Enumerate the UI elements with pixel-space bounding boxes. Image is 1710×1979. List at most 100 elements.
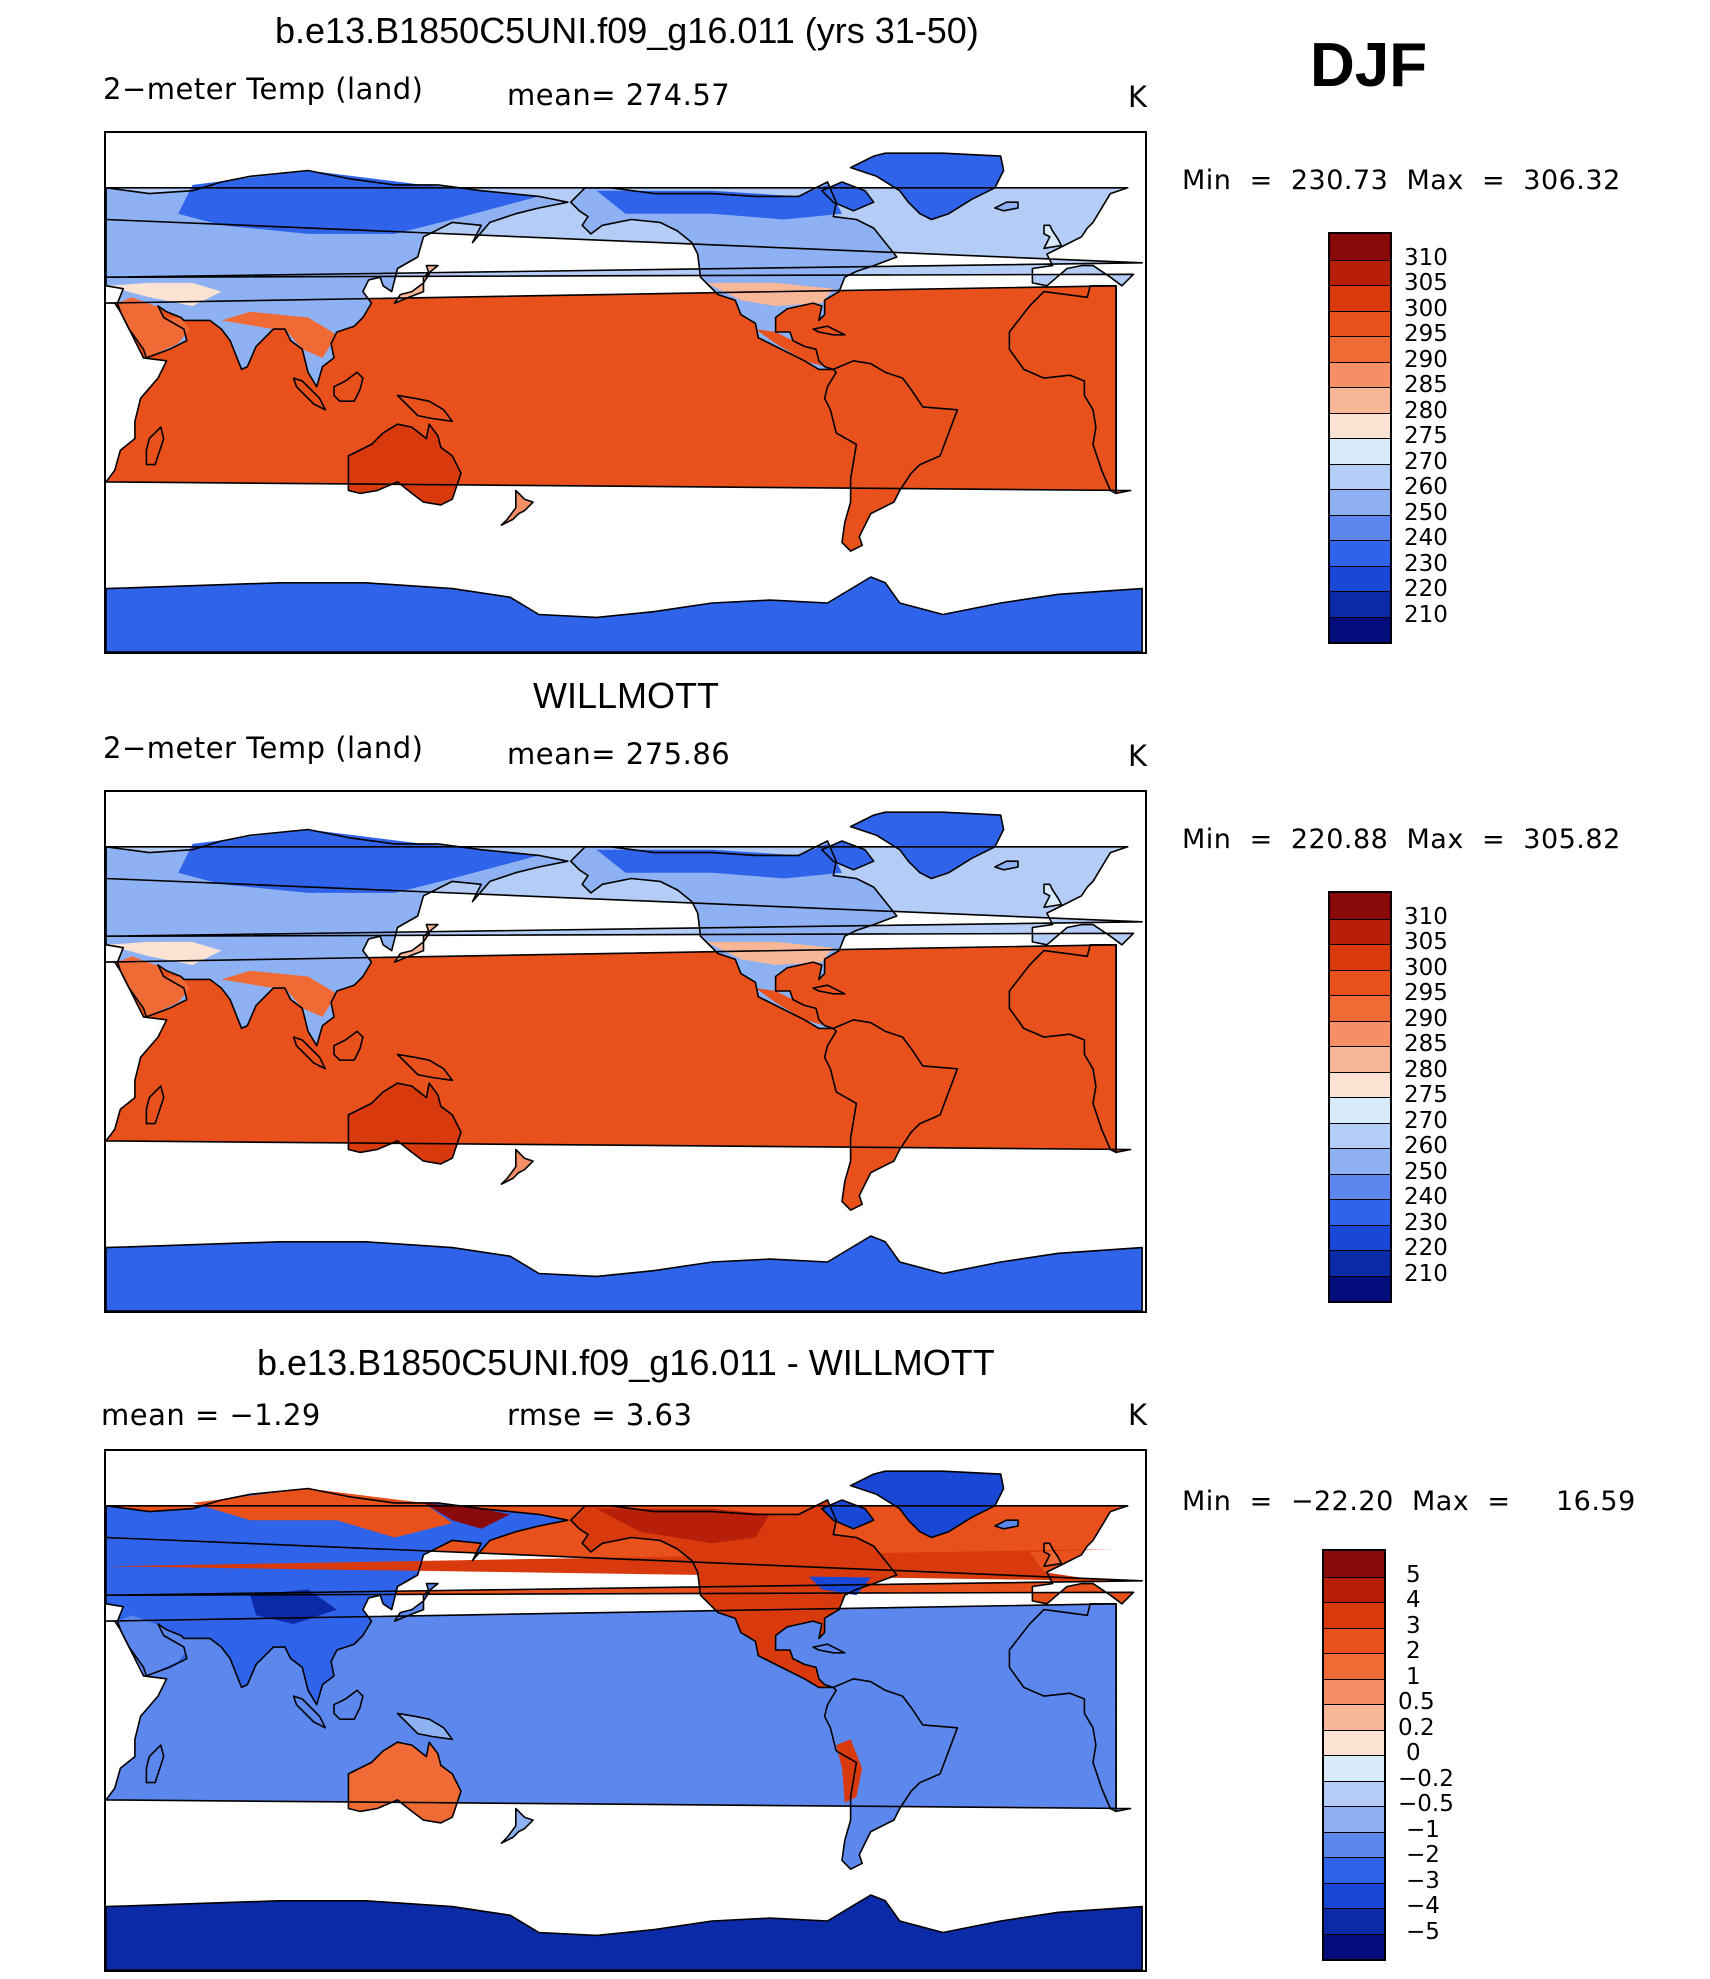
colorbar-tick-label: 0: [1406, 1740, 1421, 1766]
colorbar-tick-label: 300: [1404, 295, 1448, 322]
colorbar-tick-label: 1: [1406, 1663, 1421, 1690]
coastline-japan: [393, 264, 439, 304]
colorbar-tick-label: 4: [1406, 1587, 1421, 1613]
colorbar-tick-label: 280: [1404, 1056, 1448, 1083]
coastline-iceland: [994, 860, 1019, 871]
land-madagascar: [146, 1745, 164, 1783]
colorbar-tick-label: −0.5: [1398, 1791, 1454, 1817]
coastline-africaE: [1008, 1603, 1117, 1813]
coastline-borneo: [333, 1689, 364, 1720]
coastline-baffin: [821, 1499, 875, 1530]
colorbar-tick-label: 250: [1404, 499, 1448, 526]
colorbar-cell: [1330, 1224, 1390, 1250]
colorbar-cell: [1330, 944, 1390, 970]
land-sumatra: [293, 1696, 326, 1728]
colorbar-cell: [1330, 1275, 1390, 1301]
land-newguinea: [397, 395, 453, 422]
colorbar-cell: [1324, 1908, 1384, 1934]
colorbar-tick-label: 305: [1404, 929, 1448, 955]
land-cuba: [813, 1644, 845, 1653]
colorbar-tick-label: 295: [1404, 980, 1448, 1006]
season-label: DJF: [1310, 31, 1428, 100]
coastline-japan: [393, 923, 439, 963]
colorbar-cell: [1324, 1551, 1384, 1577]
coastline-madagascar: [145, 426, 165, 466]
colorbar-cell: [1330, 514, 1390, 540]
coastline-greenland: [849, 1470, 1005, 1539]
colorbar-tick-label: 230: [1404, 1209, 1448, 1236]
colorbar-tick-label: 260: [1404, 1133, 1448, 1159]
colorbar-cell: [1330, 310, 1390, 336]
coastline-europe: [106, 846, 1143, 946]
colorbar-cell: [1330, 1020, 1390, 1046]
panel-1-map: [104, 131, 1147, 654]
colorbar-tick-label: 220: [1404, 576, 1448, 602]
colorbar-tick-label: 270: [1404, 448, 1448, 475]
land-antarctica: [106, 577, 1143, 652]
coastline-eurasia: [106, 169, 569, 388]
colorbar-tick-label: 310: [1404, 244, 1448, 271]
coastline-australia: [347, 1741, 462, 1824]
land-samerica: [824, 1019, 958, 1211]
colorbar-cell: [1330, 234, 1390, 260]
colorbar-tick-label: 210: [1404, 601, 1448, 628]
land-borneo: [334, 1031, 363, 1061]
coastline-namerica: [569, 1499, 898, 1689]
coastline-australia: [347, 1082, 462, 1165]
panel-3-rmse-label: rmse = 3.63: [507, 1398, 693, 1432]
land-cuba: [813, 985, 845, 994]
colorbar-tick-label: 300: [1404, 954, 1448, 981]
coastline-australia: [347, 423, 462, 506]
land-sumatra: [293, 378, 326, 410]
colorbar-cell: [1330, 463, 1390, 489]
coastline-sumatra: [292, 1695, 327, 1729]
coastline-europe: [106, 1505, 1143, 1605]
land-borneo: [334, 1690, 363, 1720]
coastline-nz: [500, 1807, 534, 1844]
colorbar-cell: [1330, 285, 1390, 311]
coastline-namerica: [569, 840, 898, 1030]
panel-2-title: WILLMOTT: [533, 675, 719, 716]
colorbar-cell: [1330, 361, 1390, 387]
colorbar-cell: [1324, 1627, 1384, 1653]
colorbar-cell: [1330, 387, 1390, 413]
land-newguinea: [397, 1054, 453, 1081]
colorbar-tick-label: 5: [1406, 1561, 1421, 1588]
coastline-newguinea: [396, 1712, 454, 1741]
land-cuba: [813, 326, 845, 335]
colorbar-cell: [1324, 1653, 1384, 1679]
land-nz: [501, 490, 534, 526]
colorbar-cell: [1330, 1173, 1390, 1199]
land-britain: [1044, 225, 1062, 249]
coastline-eurasia: [106, 828, 569, 1047]
land-britain: [1044, 884, 1062, 908]
coastline-cuba: [812, 984, 846, 995]
coastline-cuba: [812, 325, 846, 336]
colorbar-cell: [1324, 1933, 1384, 1959]
colorbar-cell: [1330, 489, 1390, 515]
coastline-britain: [1043, 1542, 1063, 1568]
colorbar-cell: [1330, 1199, 1390, 1225]
colorbar-cell: [1330, 259, 1390, 285]
colorbar-cell: [1324, 1729, 1384, 1755]
land-nz: [501, 1149, 534, 1185]
panel-3-minmax: Min = −22.20 Max = 16.59: [1182, 1486, 1636, 1517]
colorbar-cell: [1330, 1097, 1390, 1123]
coastline-newguinea: [396, 1053, 454, 1082]
coastline-antarctica: [106, 576, 1143, 652]
coastline-nz: [500, 1148, 534, 1185]
coastline-cuba: [812, 1643, 846, 1654]
colorbar-cell: [1324, 1882, 1384, 1908]
coastline-samerica: [823, 1678, 959, 1870]
colorbar-tick-label: −4: [1406, 1893, 1440, 1919]
colorbar-tick-label: 240: [1404, 525, 1448, 551]
colorbar-tick-label: 2: [1406, 1638, 1421, 1664]
colorbar-tick-label: −0.2: [1398, 1765, 1454, 1792]
colorbar-cell: [1330, 1122, 1390, 1148]
colorbar-cell: [1330, 1071, 1390, 1097]
colorbar-cell: [1324, 1831, 1384, 1857]
colorbar-tick-label: 285: [1404, 1031, 1448, 1057]
coastline-greenland: [849, 811, 1005, 880]
colorbar-tick-label: 220: [1404, 1235, 1448, 1261]
colorbar-tick-label: 275: [1404, 1082, 1448, 1108]
